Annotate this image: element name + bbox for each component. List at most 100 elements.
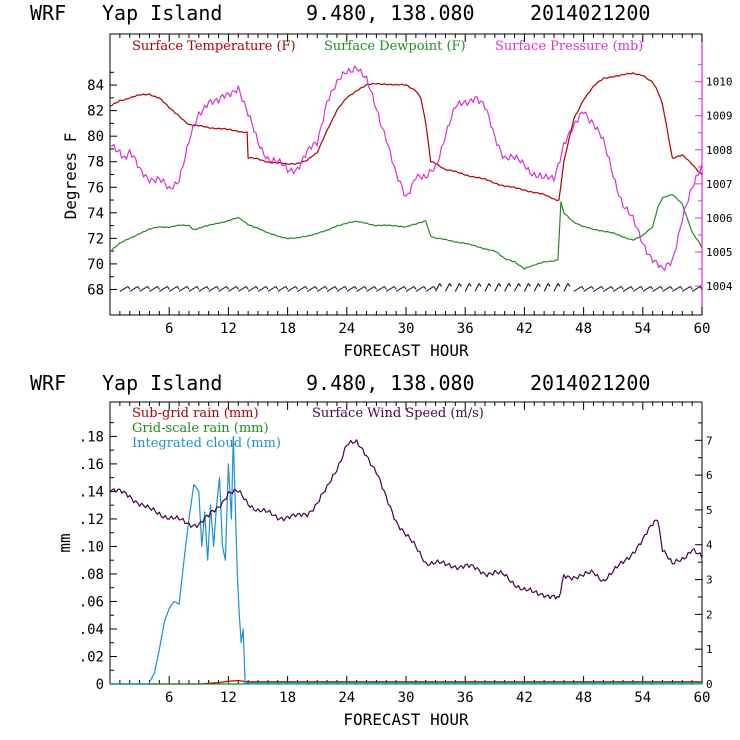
wind-barb-flag [344, 286, 348, 290]
wind-barb-flag [601, 286, 604, 290]
header-init-bottom: 2014021200 [530, 371, 650, 395]
left-axis-ticks-top: 68 70 72 74 76 78 80 82 84 [87, 71, 117, 298]
legend-gridscale-rain: Grid-scale rain (mm) [132, 421, 269, 436]
x-tick-label: 18 [279, 690, 296, 706]
y-axis-label-top: Degrees F [61, 133, 80, 220]
wind-barb-flag [547, 283, 551, 287]
x-tick-label: 36 [457, 321, 474, 337]
wind-barb [474, 283, 480, 292]
wind-barb-flag [413, 286, 417, 290]
left-tick-label: 68 [87, 282, 104, 298]
series-lines-bottom [109, 435, 703, 685]
wind-barb-flag [458, 283, 462, 287]
wind-barb-flag [449, 283, 452, 287]
wind-barbs [119, 283, 703, 292]
wind-barb [454, 283, 460, 292]
series-line [109, 65, 703, 271]
wind-barb-flag [508, 283, 512, 287]
wind-barb [129, 286, 138, 292]
header-coords-bottom: 9.480, 138.080 [306, 371, 475, 395]
wind-barb [612, 286, 622, 292]
left-tick-label: 76 [87, 180, 104, 196]
wind-barb-flag [127, 286, 131, 290]
legend-integrated-cloud: Integrated cloud (mm) [132, 436, 281, 451]
left-tick-label: .08 [79, 567, 104, 583]
right-tick-label: 3 [706, 574, 713, 587]
wind-barb [336, 286, 346, 292]
header-model: WRF [30, 1, 66, 25]
wind-barb-flag [679, 286, 683, 290]
header-coords: 9.480, 138.080 [306, 1, 475, 25]
left-tick-label: .18 [79, 429, 104, 445]
wind-barb [435, 283, 441, 292]
wind-barb [307, 286, 316, 292]
left-tick-label: 70 [87, 257, 104, 273]
wind-barb [247, 286, 257, 292]
series-line [109, 439, 703, 600]
wind-barb [257, 286, 267, 292]
wind-barb [543, 283, 549, 292]
wind-barb-flag [216, 286, 220, 290]
wind-barb-flag [581, 286, 585, 290]
wind-barb-flag [650, 286, 654, 290]
right-axis-ticks-top: 1004 1005 1006 1007 1008 1009 1010 [695, 64, 733, 293]
wind-barb-flag [640, 286, 644, 290]
wind-barb-flag [488, 283, 492, 287]
y-axis-label-bottom: mm [55, 533, 74, 552]
wind-barb [188, 286, 198, 292]
wind-barb [326, 286, 336, 292]
wind-barb-flag [610, 286, 614, 290]
series-lines-top [109, 65, 703, 271]
panel-bottom: WRF Yap Island 9.480, 138.080 2014021200… [30, 371, 713, 729]
wind-barb-flag [518, 283, 521, 287]
x-tick-label: 12 [220, 690, 237, 706]
wind-barb [632, 286, 642, 292]
legend-subgrid-rain: Sub-grid rain (mm) [132, 406, 259, 421]
x-tick-label: 54 [634, 690, 651, 706]
wind-barb [504, 283, 510, 292]
left-tick-label: .02 [79, 649, 104, 665]
wind-barb [494, 283, 500, 292]
plot-frame-top [109, 33, 703, 316]
wind-barb [642, 286, 652, 292]
wind-barb-flag [660, 286, 664, 290]
wind-barb [514, 283, 519, 292]
x-tick-label: 18 [279, 321, 296, 337]
wind-barb-flag [374, 286, 377, 290]
left-tick-label: 74 [87, 206, 104, 222]
x-tick-label: 42 [516, 321, 533, 337]
wind-barb [672, 286, 681, 292]
wind-barb-flag [537, 283, 541, 287]
wind-barb [652, 286, 661, 292]
right-tick-label: 1005 [706, 246, 733, 259]
wind-barb [208, 286, 217, 292]
wind-barb [346, 286, 356, 292]
wind-barb-flag [630, 286, 634, 290]
x-tick-label: 6 [165, 321, 173, 337]
wind-barb [622, 286, 632, 292]
x-tick-label: 36 [457, 690, 474, 706]
right-tick-label: 1007 [706, 178, 733, 191]
x-tick-label: 42 [516, 690, 533, 706]
wind-barb-flag [468, 283, 472, 287]
legend-surface-pressure: Surface Pressure (mb) [495, 39, 643, 54]
wind-barb [356, 286, 365, 292]
wind-barb-flag [670, 286, 673, 290]
wind-barb-flag [206, 286, 210, 290]
wind-barb [366, 286, 375, 292]
wind-barb [484, 283, 490, 292]
wind-barb-flag [157, 286, 160, 290]
left-tick-label: .16 [79, 457, 104, 473]
right-axis-ticks-bottom: 0 1 2 3 4 5 6 7 [695, 422, 713, 691]
right-tick-label: 1006 [706, 212, 733, 225]
series-line [110, 681, 702, 685]
left-tick-label: 78 [87, 155, 104, 171]
wind-barb-flag [176, 286, 180, 290]
series-line [109, 72, 703, 201]
x-axis-ticks-top: 6 12 18 24 30 36 42 48 54 60 [119, 34, 710, 337]
left-axis-ticks-bottom: 0 .02 .04 .06 .08 .10 .12 .14 .16 .18 [79, 422, 117, 693]
wind-barb-flag [324, 286, 328, 290]
wind-barb [662, 286, 671, 292]
wind-barb [316, 286, 326, 292]
